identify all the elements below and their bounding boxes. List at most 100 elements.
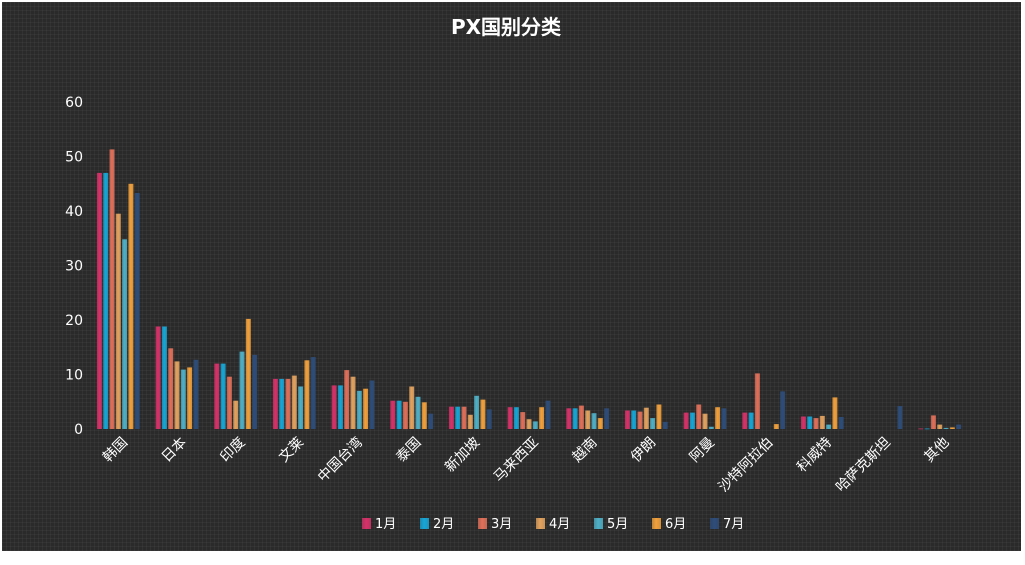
bar[interactable]: [461, 406, 467, 429]
bar[interactable]: [572, 408, 578, 429]
bar[interactable]: [467, 414, 473, 429]
bar[interactable]: [239, 351, 245, 429]
bar[interactable]: [696, 404, 702, 430]
bar[interactable]: [233, 400, 239, 429]
legend-item[interactable]: 2月: [420, 517, 454, 532]
bar[interactable]: [702, 413, 708, 429]
bar[interactable]: [279, 378, 285, 429]
bar[interactable]: [187, 367, 193, 429]
bar[interactable]: [683, 412, 689, 429]
bar[interactable]: [134, 193, 140, 429]
bar[interactable]: [591, 413, 597, 429]
bar[interactable]: [800, 416, 806, 430]
legend-item[interactable]: 6月: [652, 517, 686, 532]
bar[interactable]: [943, 427, 949, 429]
bar[interactable]: [226, 376, 232, 429]
bar[interactable]: [715, 407, 721, 429]
bar[interactable]: [161, 326, 167, 430]
bar[interactable]: [390, 400, 396, 429]
bar[interactable]: [813, 418, 819, 429]
bar[interactable]: [780, 391, 786, 429]
bar[interactable]: [304, 360, 310, 429]
bar[interactable]: [585, 410, 591, 430]
bar[interactable]: [754, 373, 760, 429]
bar[interactable]: [415, 396, 421, 429]
bar[interactable]: [578, 405, 584, 429]
bar[interactable]: [214, 363, 220, 429]
bar[interactable]: [807, 416, 813, 430]
bar[interactable]: [298, 386, 304, 430]
bar[interactable]: [285, 378, 291, 429]
bar[interactable]: [662, 421, 668, 429]
bar[interactable]: [480, 399, 486, 429]
legend-item[interactable]: 3月: [478, 517, 512, 532]
bar[interactable]: [532, 421, 538, 429]
bar[interactable]: [604, 408, 610, 429]
legend[interactable]: 1月 2月 3月 4月 5月 6月 7月: [362, 517, 744, 532]
bar[interactable]: [252, 354, 258, 429]
bar[interactable]: [650, 418, 656, 429]
bar[interactable]: [838, 417, 844, 429]
bar[interactable]: [526, 419, 532, 429]
bar[interactable]: [924, 428, 930, 430]
bar[interactable]: [507, 407, 513, 429]
bar[interactable]: [937, 424, 943, 429]
bar[interactable]: [721, 408, 727, 429]
bar[interactable]: [474, 395, 480, 429]
bar[interactable]: [421, 402, 427, 429]
bar[interactable]: [643, 407, 649, 429]
bar[interactable]: [350, 376, 356, 429]
bar[interactable]: [331, 385, 337, 429]
bar[interactable]: [486, 409, 492, 429]
bar[interactable]: [773, 424, 779, 429]
bar[interactable]: [631, 410, 637, 430]
bar[interactable]: [109, 149, 115, 429]
bar[interactable]: [819, 415, 825, 429]
bar[interactable]: [344, 370, 350, 429]
bar[interactable]: [128, 183, 134, 430]
bar[interactable]: [115, 213, 121, 429]
legend-item[interactable]: 4月: [536, 517, 570, 532]
bar[interactable]: [245, 318, 251, 429]
bar[interactable]: [122, 239, 128, 429]
bar[interactable]: [539, 407, 545, 429]
bar[interactable]: [455, 406, 461, 429]
bar[interactable]: [748, 412, 754, 429]
bar[interactable]: [918, 428, 924, 430]
bar[interactable]: [96, 172, 102, 429]
bar[interactable]: [396, 400, 402, 429]
legend-item[interactable]: 1月: [362, 517, 396, 532]
bar[interactable]: [949, 427, 955, 429]
bar[interactable]: [597, 418, 603, 429]
bar[interactable]: [624, 410, 630, 430]
bar[interactable]: [545, 400, 551, 429]
bar[interactable]: [637, 411, 643, 429]
bar[interactable]: [103, 172, 109, 429]
bar[interactable]: [826, 424, 832, 429]
bar[interactable]: [930, 415, 936, 429]
legend-item[interactable]: 7月: [710, 517, 744, 532]
bar[interactable]: [409, 386, 415, 430]
bar[interactable]: [656, 404, 662, 430]
legend-item[interactable]: 5月: [594, 517, 628, 532]
bar[interactable]: [956, 424, 962, 429]
bar[interactable]: [448, 406, 454, 429]
bar[interactable]: [402, 401, 408, 430]
bar[interactable]: [220, 363, 226, 429]
bar[interactable]: [566, 408, 572, 429]
bar[interactable]: [180, 369, 186, 429]
bar[interactable]: [520, 412, 526, 429]
bar[interactable]: [428, 413, 434, 429]
bar[interactable]: [897, 406, 903, 429]
bar[interactable]: [708, 426, 714, 429]
bar[interactable]: [369, 380, 375, 430]
bar[interactable]: [689, 412, 695, 429]
bar[interactable]: [337, 385, 343, 429]
bar[interactable]: [832, 397, 838, 429]
bar[interactable]: [193, 359, 199, 429]
bar[interactable]: [174, 361, 180, 429]
bar[interactable]: [272, 378, 278, 429]
bar[interactable]: [363, 388, 369, 429]
bar[interactable]: [356, 390, 362, 429]
bar[interactable]: [513, 407, 519, 429]
